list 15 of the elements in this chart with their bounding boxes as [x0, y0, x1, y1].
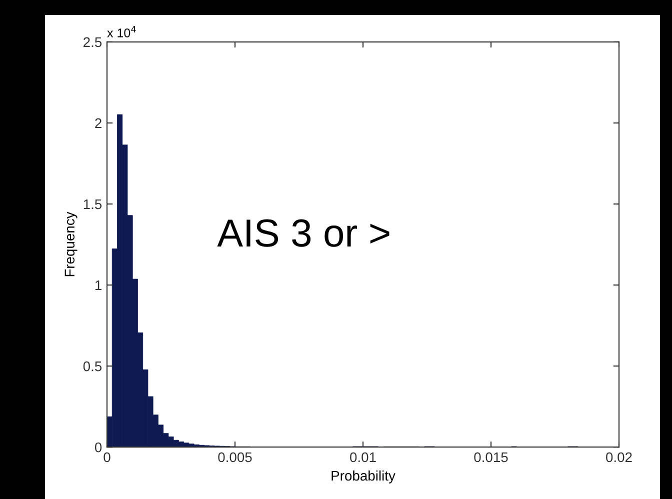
y-tick-label: 1.5 — [84, 199, 102, 210]
y-tick-label: 1 — [95, 280, 102, 290]
y-axis-title: Frequency — [64, 212, 78, 276]
x-axis-title: Probability — [332, 470, 396, 484]
x-tick-label: 0.005 — [218, 452, 252, 462]
x-tick-label: 0.01 — [350, 452, 376, 462]
y-tick-label: 2 — [95, 118, 102, 128]
y-tick-label: 0.5 — [83, 361, 102, 372]
annotation: AIS 3 or > — [217, 219, 390, 247]
y-tick-label: 2.5 — [84, 37, 102, 48]
x-tick-label: 0.02 — [606, 452, 632, 462]
y-tick-label: 0 — [94, 442, 102, 452]
x-tick-label: 0.015 — [474, 452, 508, 462]
text: x 10$^{4}$ — [107, 26, 136, 38]
x-tick-label: 0 — [104, 452, 110, 462]
